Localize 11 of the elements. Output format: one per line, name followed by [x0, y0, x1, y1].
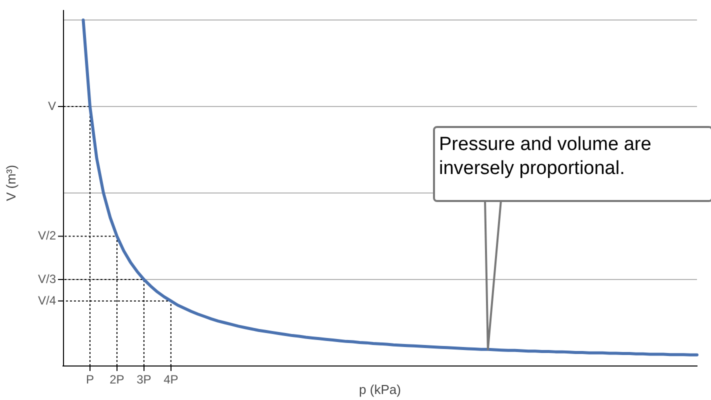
x-tick-label: P: [86, 372, 94, 387]
x-tick-label: 2P: [110, 372, 124, 387]
x-axis-title: p (kPa): [359, 382, 401, 397]
text: V/2: [38, 228, 56, 243]
text: V: [48, 98, 56, 113]
x-tick-label: 3P: [136, 372, 152, 387]
text: V/4: [38, 293, 56, 308]
y-axis-title: V (m³): [4, 164, 19, 202]
callout-box: Pressure and volume are inversely proportional.: [433, 126, 711, 202]
text: V/3: [38, 272, 56, 286]
x-tick-label: 4P: [164, 372, 178, 387]
